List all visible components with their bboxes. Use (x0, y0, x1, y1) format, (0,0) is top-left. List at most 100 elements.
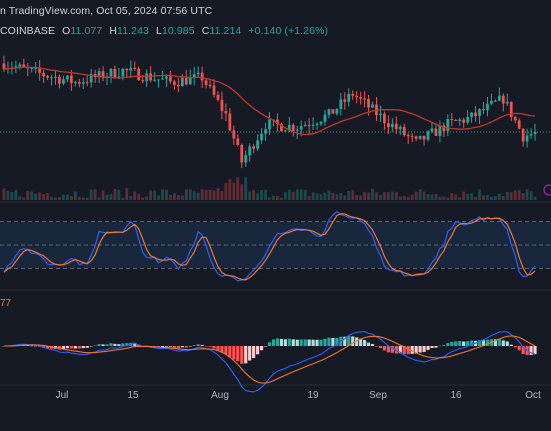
x-tick-label: 15 (127, 390, 139, 401)
macd-line (3, 331, 536, 393)
volume-bar (398, 196, 402, 200)
candle-body (22, 64, 26, 67)
candle (442, 122, 446, 138)
macd-histogram-bar (477, 340, 482, 346)
volume-bar (34, 193, 38, 200)
macd-histogram-bar (117, 344, 121, 346)
candle-body (109, 68, 113, 77)
candle-body (18, 64, 22, 67)
volume-bar (497, 193, 501, 200)
macd-histogram-bar (184, 346, 188, 348)
volume-bar (105, 194, 109, 200)
candle (137, 66, 141, 81)
macd-histogram-bar (426, 346, 430, 350)
macd-histogram-bar (398, 346, 402, 354)
candle (319, 121, 323, 127)
candle-body (200, 72, 204, 81)
candle-body (517, 120, 521, 129)
candle (438, 120, 442, 143)
candle-body (367, 99, 370, 108)
candle-body (355, 95, 359, 98)
candle-body (327, 109, 331, 115)
candle-body (161, 78, 164, 80)
candle (180, 73, 184, 87)
candle (69, 69, 73, 91)
x-tick-label: Aug (211, 390, 229, 401)
candle (521, 128, 525, 147)
volume-bar (272, 195, 275, 200)
candle-body (216, 94, 220, 100)
candle (422, 135, 426, 146)
candle (454, 119, 458, 122)
macd-histogram-bar (109, 343, 113, 346)
macd-histogram-bar (315, 339, 319, 346)
volume-bar (97, 197, 101, 200)
macd-histogram-bar (89, 346, 93, 347)
candle-body (224, 110, 228, 114)
candle (375, 97, 378, 122)
candle (73, 80, 77, 87)
high-label: H (109, 25, 118, 37)
chart-credit-text: n TradingView.com, Oct 05, 2024 07:56 UT… (0, 5, 213, 17)
volume-bar (371, 188, 374, 200)
candle (232, 125, 236, 145)
volume-bar (77, 196, 81, 200)
volume-bar (81, 197, 85, 200)
macd-pane (2, 331, 537, 393)
candle-body (81, 82, 85, 84)
candle-body (133, 67, 137, 69)
candle-body (38, 67, 42, 73)
candle (169, 70, 172, 84)
candle-body (394, 123, 398, 130)
macd-histogram-bar (168, 346, 173, 348)
macd-histogram-bar (402, 346, 406, 354)
volume-bar (69, 195, 73, 200)
volume-bar (446, 197, 450, 200)
macd-histogram-bar (77, 346, 81, 349)
volume-bar (315, 193, 319, 200)
close-value: 11.214 (209, 25, 242, 37)
macd-histogram-bar (61, 346, 66, 350)
candle (216, 91, 220, 102)
volume-bar (323, 192, 327, 200)
candle (474, 105, 477, 122)
macd-histogram-bar (30, 345, 34, 347)
volume-bar (42, 194, 45, 200)
candle (224, 103, 228, 122)
macd-histogram-bar (359, 338, 363, 346)
volume-bar (252, 189, 256, 200)
candle-body (331, 109, 335, 114)
volume-bar (264, 189, 267, 200)
macd-histogram-bar (307, 339, 311, 346)
macd-histogram-bar (259, 346, 264, 351)
volume-bar (240, 184, 244, 200)
candle (85, 74, 89, 87)
macd-histogram-bar (196, 344, 200, 346)
macd-histogram-bar (450, 341, 454, 346)
macd-histogram-bar (335, 337, 339, 346)
macd-histogram-bar (347, 336, 351, 346)
candle (125, 67, 129, 79)
macd-histogram-bar (208, 346, 212, 347)
pane-backgrounds (0, 201, 551, 386)
candle (228, 108, 232, 132)
macd-histogram-bar (295, 339, 299, 346)
macd-histogram-bar (180, 346, 184, 348)
x-tick-label: Sep (369, 390, 387, 401)
time-axis: Jul 15 Aug 19 Sep 16 Oct (56, 390, 541, 401)
candle (414, 135, 418, 142)
candle (248, 143, 252, 162)
candle (339, 92, 343, 116)
macd-histogram-bar (248, 346, 252, 361)
macd-histogram-bar (291, 339, 295, 346)
volume-bar (2, 188, 6, 200)
candle (192, 66, 196, 86)
macd-histogram-bar (366, 342, 371, 346)
macd-histogram-bar (382, 346, 387, 351)
macd-histogram-bar (172, 346, 176, 348)
candle-body (268, 119, 271, 130)
candle-body (232, 130, 236, 139)
candle (351, 90, 355, 100)
volume-bar (458, 197, 462, 200)
